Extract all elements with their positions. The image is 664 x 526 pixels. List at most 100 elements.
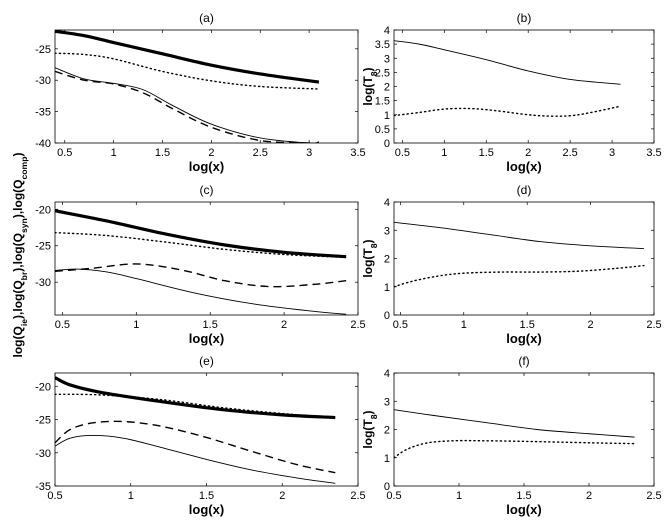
series-line-q-ie (55, 435, 336, 484)
y-tick-label: -25 (35, 241, 51, 253)
series-line-electron-temperature (394, 409, 635, 438)
x-tick-label: 2.5 (646, 490, 661, 502)
y-tick-label: -20 (35, 204, 51, 216)
y-tick-label: 3.5 (375, 39, 390, 51)
panel-f-frame (393, 372, 655, 487)
y-tick-label: 0 (384, 310, 390, 322)
panel-c-x-axis-label: log(x) (189, 331, 224, 346)
series-line-electron-temperature (394, 221, 644, 250)
y-tick-label: 4 (384, 197, 390, 209)
y-tick-label: 1 (384, 282, 390, 294)
panel-a-title: (a) (199, 11, 214, 25)
shared-y-axis-label: log(Qie),log(Qbr),log(Qsyn),log(Qcomp) (11, 152, 29, 357)
panel-e-frame (54, 372, 359, 487)
panel-b: 0.5 1 1.5 2 2.5 3 3.5 0 0.5 1 1.5 2 2.5 3 3.5 4 (b) log(x… (361, 11, 662, 174)
panel-f-title: (f) (518, 354, 529, 368)
x-tick-label: 2 (281, 319, 287, 331)
x-tick-label: 0.5 (47, 490, 62, 502)
x-tick-label: 2.5 (646, 319, 661, 331)
panel-f-y-axis-label: log(T8) (361, 410, 379, 448)
x-tick-label: 1.5 (520, 319, 535, 331)
series-line-q-comp (55, 209, 347, 259)
y-tick-label: 0.5 (375, 124, 390, 136)
x-tick-label: 3 (609, 147, 615, 159)
y-tick-label: 1 (384, 453, 390, 465)
y-tick-label: 1 (384, 110, 390, 122)
series-line-q-syn (55, 52, 320, 90)
y-tick-label: -25 (35, 415, 51, 427)
y-tick-label: 2 (384, 425, 390, 437)
x-tick-label: 2 (588, 319, 594, 331)
x-tick-label: 0.5 (386, 490, 401, 502)
series-line-q-syn (55, 393, 336, 419)
y-tick-label: 3 (384, 53, 390, 65)
y-tick-label: 3 (384, 225, 390, 237)
y-tick-label: -20 (35, 381, 51, 393)
x-tick-label: 1.5 (203, 319, 218, 331)
x-tick-label: 2 (586, 490, 592, 502)
x-tick-label: 3 (306, 147, 312, 159)
panel-e: 0.5 1 1.5 2 2.5 -35 -30 -25 -20 (e) log(x) (35, 354, 366, 517)
panel-d: 0.5 1 1.5 2 2.5 0 1 2 3 4 (d) log(x) log(T8) (361, 183, 662, 346)
x-tick-label: 2 (208, 147, 214, 159)
y-tick-label: -30 (35, 75, 51, 87)
series-line-q-br (55, 263, 347, 288)
x-tick-label: 1.5 (516, 490, 531, 502)
y-tick-label: -25 (35, 44, 51, 56)
series-line-ion-temperature (394, 264, 645, 288)
y-tick-label: 2 (384, 82, 390, 94)
series-line-electron-temperature (394, 40, 621, 85)
x-tick-label: 0.5 (57, 147, 72, 159)
panel-d-title: (d) (517, 183, 532, 197)
series-line-q-comp (55, 30, 320, 84)
y-tick-label: -30 (35, 277, 51, 289)
panel-a-x-axis-label: log(x) (189, 159, 224, 174)
x-tick-label: 1 (128, 490, 134, 502)
x-tick-label: 1.5 (199, 490, 214, 502)
x-tick-label: 3.5 (350, 147, 365, 159)
series-line-q-br (55, 420, 336, 474)
x-tick-label: 1 (461, 319, 467, 331)
x-tick-label: 0.5 (395, 147, 410, 159)
panel-c: 0.5 1 1.5 2 2.5 -30 -25 -20 (c) log(x) (35, 183, 366, 346)
series-line-q-ie (55, 268, 347, 315)
panel-c-frame (54, 201, 359, 316)
x-tick-label: 1.5 (155, 147, 170, 159)
y-tick-label: -35 (35, 107, 51, 119)
y-tick-label: 4 (384, 25, 390, 37)
x-tick-label: 1 (456, 490, 462, 502)
x-tick-label: 2.5 (562, 147, 577, 159)
y-tick-label: -40 (35, 138, 51, 150)
panel-b-x-axis-label: log(x) (506, 159, 541, 174)
panel-f-x-axis-label: log(x) (506, 502, 541, 517)
series-line-q-ie (55, 67, 320, 143)
x-tick-label: 1 (111, 147, 117, 159)
panel-f: 0.5 1 1.5 2 2.5 0 1 2 3 4 (f) log(x) log(T8) (361, 354, 662, 517)
x-tick-label: 0.5 (55, 319, 70, 331)
panel-d-frame (393, 201, 655, 316)
x-tick-label: 0.5 (393, 319, 408, 331)
panel-e-title: (e) (199, 354, 214, 368)
panel-a-frame (54, 29, 359, 144)
y-tick-label: 0 (384, 481, 390, 493)
panel-e-x-axis-label: log(x) (189, 502, 224, 517)
x-tick-label: 1 (441, 147, 447, 159)
x-tick-label: 3.5 (646, 147, 661, 159)
x-tick-label: 2 (279, 490, 285, 502)
series-line-ion-temperature (394, 105, 622, 117)
x-tick-label: 2.5 (350, 490, 365, 502)
panel-d-x-axis-label: log(x) (506, 331, 541, 346)
y-tick-label: 2 (384, 254, 390, 266)
y-tick-label: 0 (384, 138, 390, 150)
series-line-ion-temperature (394, 439, 636, 459)
x-tick-label: 2.5 (253, 147, 268, 159)
y-tick-label: 3 (384, 396, 390, 408)
series-line-q-comp (55, 376, 336, 420)
panel-b-y-axis-label: log(T8) (361, 67, 379, 105)
y-tick-label: -35 (35, 481, 51, 493)
y-tick-label: 1.5 (375, 96, 390, 108)
y-tick-label: 2.5 (375, 67, 390, 79)
panel-d-y-axis-label: log(T8) (361, 239, 379, 277)
panel-b-title: (b) (517, 11, 532, 25)
